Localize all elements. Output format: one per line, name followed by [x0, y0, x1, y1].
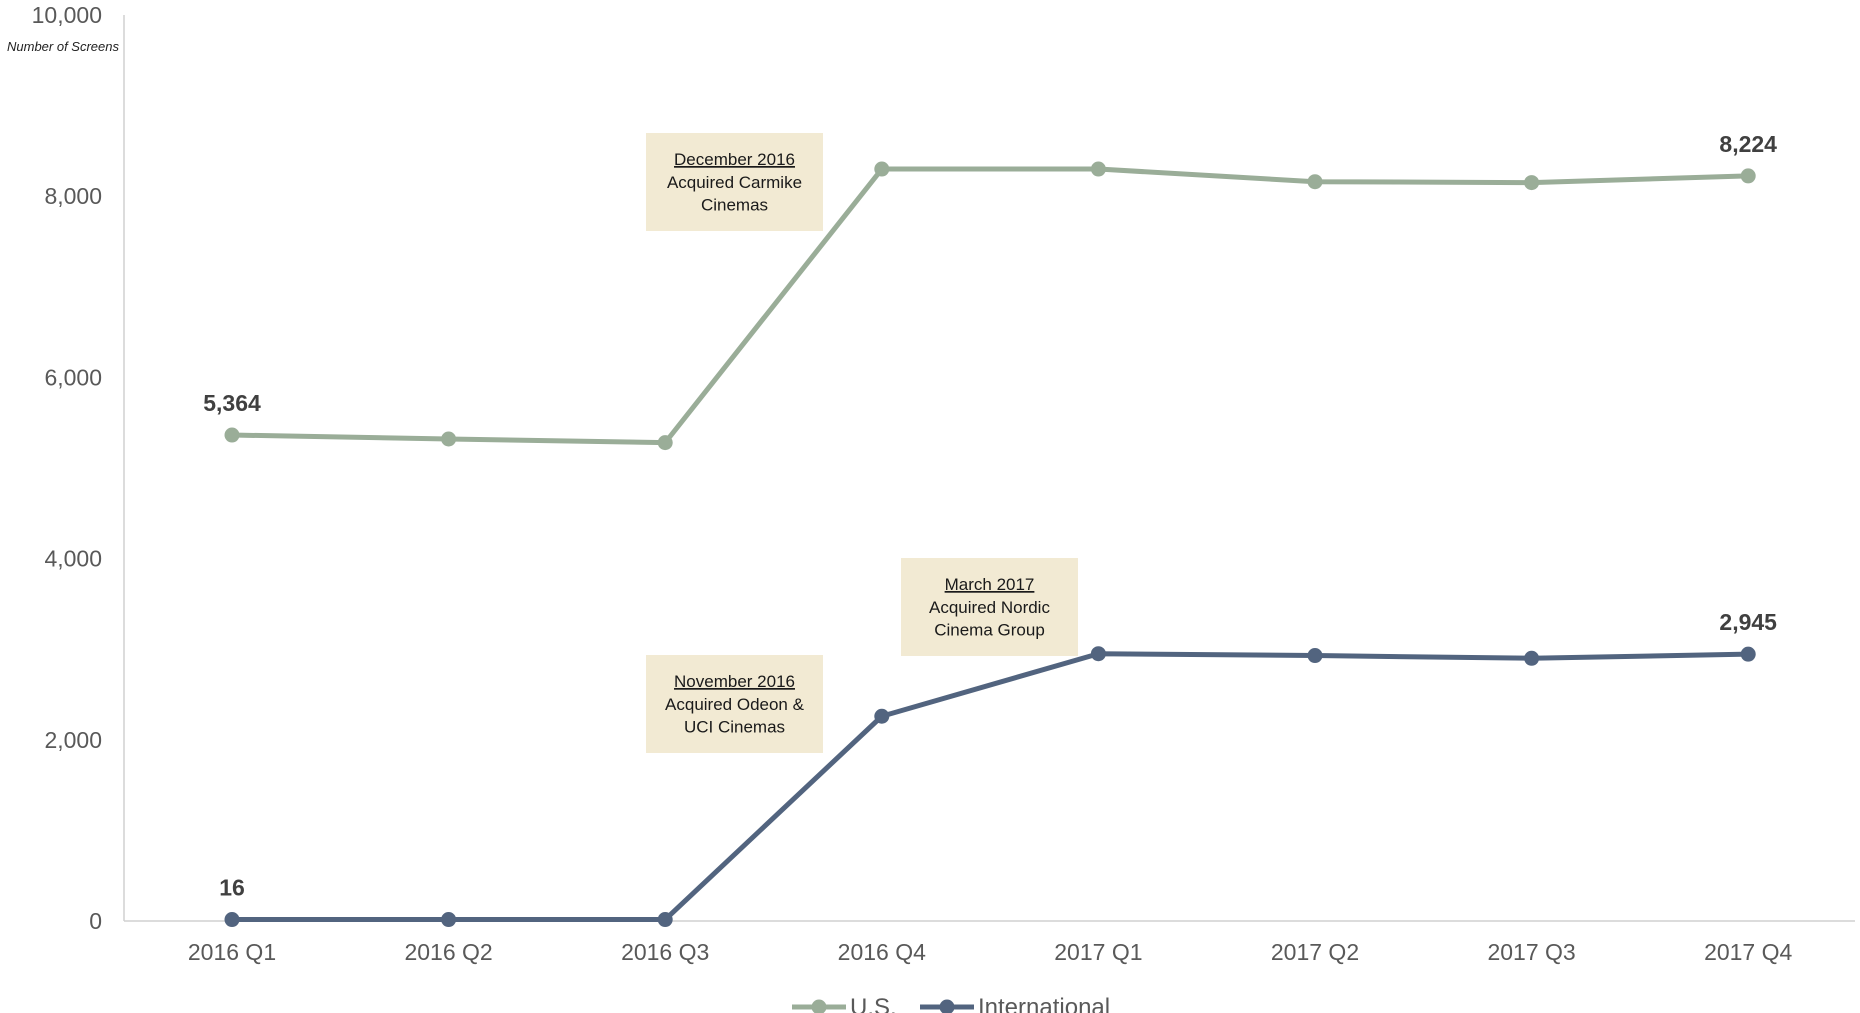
- data-point: [224, 427, 240, 443]
- x-tick-label: 2016 Q2: [404, 939, 492, 965]
- annotations: December 2016 Acquired Carmike Cinemas Nove…: [646, 133, 1078, 753]
- x-tick-label: 2017 Q2: [1271, 939, 1359, 965]
- axes: [123, 15, 1855, 922]
- annotation-title: March 2017: [945, 575, 1035, 594]
- data-point: [441, 912, 457, 928]
- annotation-box: March 2017 Acquired Nordic Cinema Group: [901, 558, 1078, 656]
- data-point: [1740, 168, 1756, 184]
- annotation-text: Acquired Carmike: [667, 173, 802, 192]
- x-tick-label: 2017 Q3: [1487, 939, 1575, 965]
- data-label: 8,224: [1719, 131, 1777, 157]
- x-tick-label: 2016 Q3: [621, 939, 709, 965]
- x-tick-label: 2016 Q4: [838, 939, 926, 965]
- legend: U.S. International: [792, 994, 1110, 1013]
- y-tick-label: 8,000: [44, 183, 102, 209]
- annotation-background: [646, 655, 823, 753]
- y-tick-label: 6,000: [44, 364, 102, 390]
- y-axis-ticks: 0 2,000 4,000 6,000 8,000 10,000: [32, 2, 102, 934]
- series-us: 5,364 8,224: [203, 131, 1777, 451]
- series-group: 5,364 8,224 16 2,945: [203, 131, 1777, 928]
- data-point: [1090, 161, 1106, 177]
- data-point: [224, 912, 240, 928]
- series-international: 16 2,945: [219, 609, 1777, 928]
- x-axis-ticks: 2016 Q1 2016 Q2 2016 Q3 2016 Q4 2017 Q1 2017 …: [188, 939, 1793, 965]
- data-point: [441, 431, 457, 447]
- annotation-text: Acquired Odeon &: [665, 695, 805, 714]
- legend-item: U.S.: [792, 994, 897, 1013]
- legend-swatch-marker: [811, 999, 827, 1013]
- annotation-text: Acquired Nordic: [929, 598, 1050, 617]
- x-tick-label: 2016 Q1: [188, 939, 276, 965]
- x-tick-label: 2017 Q1: [1054, 939, 1142, 965]
- y-tick-label: 0: [89, 908, 102, 934]
- y-tick-label: 4,000: [44, 546, 102, 572]
- data-label: 5,364: [203, 390, 261, 416]
- data-label: 2,945: [1719, 609, 1777, 635]
- annotation-box: November 2016 Acquired Odeon & UCI Cinemas: [646, 655, 823, 753]
- legend-label: International: [978, 994, 1110, 1013]
- data-point: [874, 161, 890, 177]
- annotation-text: Cinemas: [701, 196, 768, 215]
- series-line: [229, 166, 1751, 446]
- data-point: [874, 708, 890, 724]
- legend-item: International: [920, 994, 1110, 1013]
- data-point: [1524, 650, 1540, 666]
- annotation-title: December 2016: [674, 150, 795, 169]
- annotation-title: November 2016: [674, 672, 795, 691]
- data-point: [1740, 646, 1756, 662]
- data-point: [1307, 648, 1323, 664]
- y-axis-label: Number of Screens: [7, 39, 119, 54]
- annotation-background: [901, 558, 1078, 656]
- data-point: [657, 912, 673, 928]
- data-point: [1307, 174, 1323, 190]
- data-point: [1090, 646, 1106, 662]
- annotation-text: UCI Cinemas: [684, 718, 785, 737]
- legend-label: U.S.: [850, 994, 897, 1013]
- legend-swatch-marker: [939, 999, 955, 1013]
- annotation-box: December 2016 Acquired Carmike Cinemas: [646, 133, 823, 231]
- annotation-text: Cinema Group: [934, 621, 1045, 640]
- annotation-background: [646, 133, 823, 231]
- data-label: 16: [219, 875, 245, 901]
- data-point: [657, 435, 673, 451]
- x-tick-label: 2017 Q4: [1704, 939, 1792, 965]
- y-tick-label: 2,000: [44, 727, 102, 753]
- y-tick-label: 10,000: [32, 2, 102, 28]
- series-line: [229, 651, 1751, 923]
- data-point: [1524, 175, 1540, 191]
